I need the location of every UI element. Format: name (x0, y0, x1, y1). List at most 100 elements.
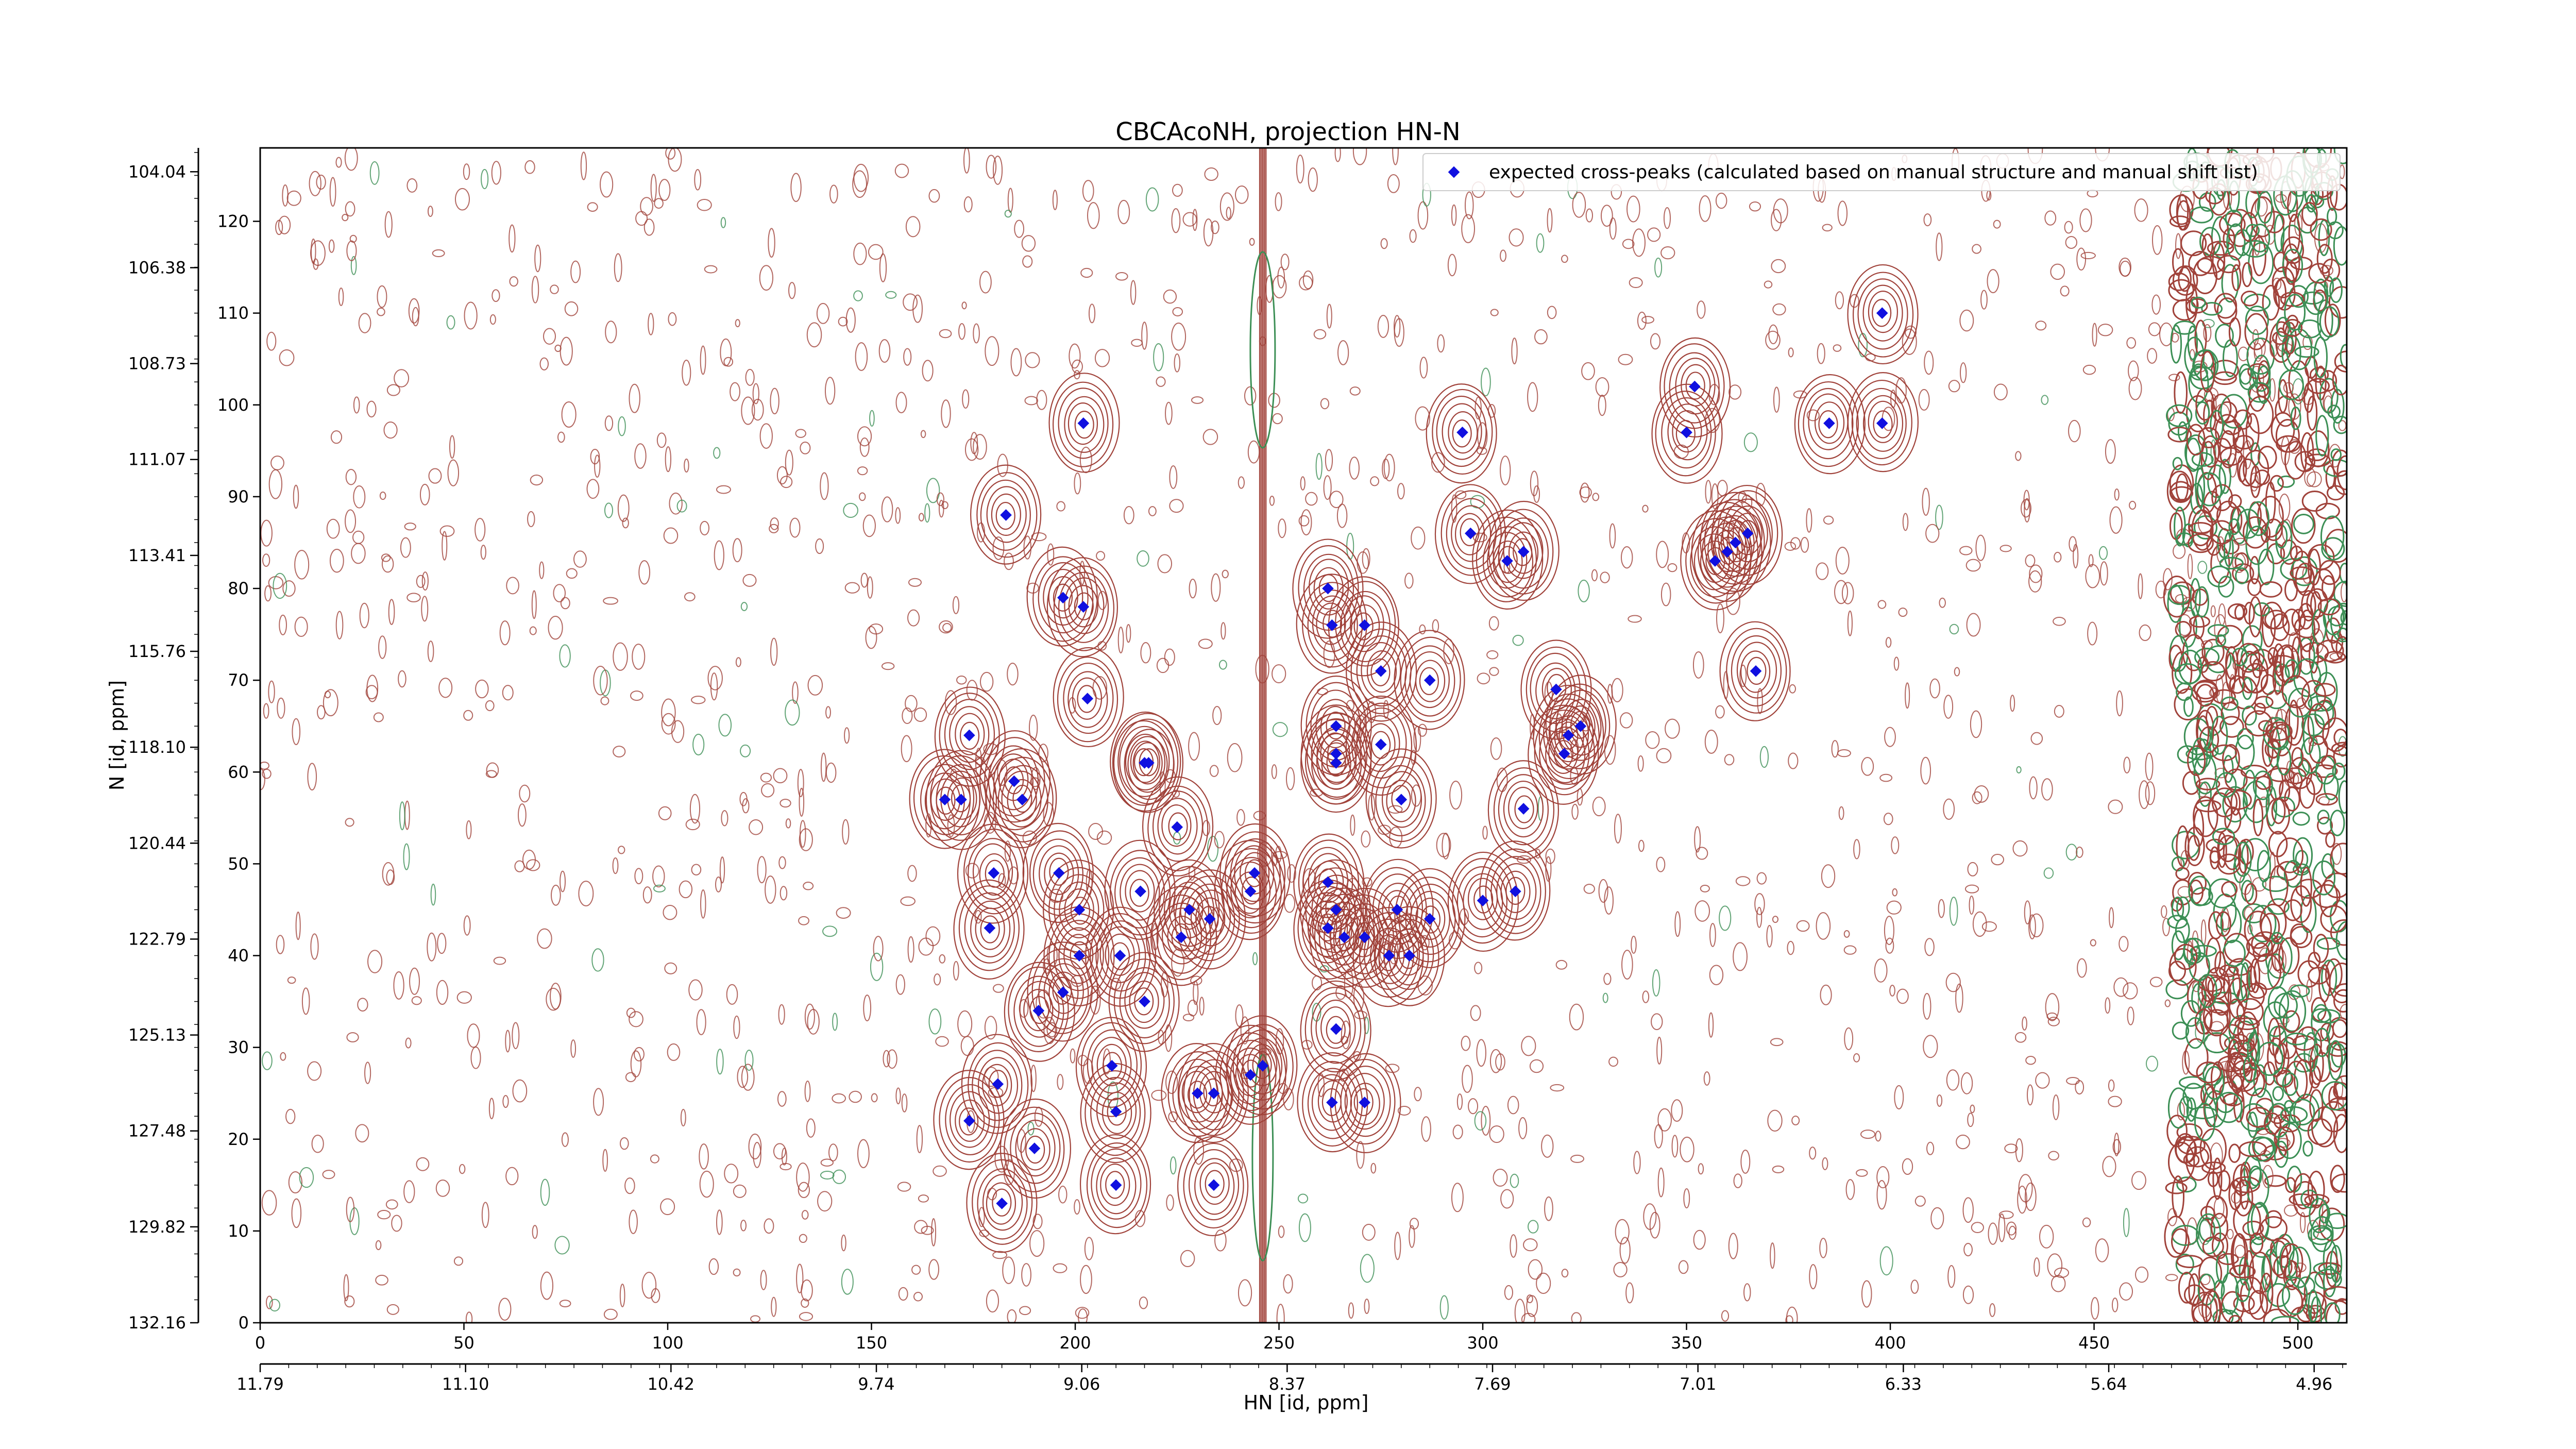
noise-contour (1632, 228, 1646, 257)
noise-contour (1960, 1072, 1973, 1094)
cross-peak-marker (1053, 867, 1065, 879)
noise-contour (1924, 938, 1935, 956)
noise-contour (519, 784, 531, 803)
noise-contour (428, 468, 442, 484)
peak-contour (977, 1168, 1028, 1240)
noise-contour (732, 538, 742, 563)
noise-contour (1843, 930, 1850, 938)
cross-peak-marker (1876, 307, 1888, 319)
x-ppm-tick-label: 7.69 (1474, 1374, 1511, 1394)
edge-contour (2176, 1176, 2197, 1193)
noise-contour (745, 368, 755, 386)
edge-contour (2254, 696, 2274, 709)
noise-contour (1189, 578, 1197, 599)
noise-contour (692, 733, 705, 755)
noise-contour (1547, 208, 1553, 233)
edge-contour (2277, 746, 2292, 776)
noise-contour (2014, 1032, 2027, 1043)
noise-contour (799, 1312, 814, 1321)
noise-contour (1835, 546, 1850, 575)
noise-contour (1637, 311, 1647, 330)
edge-contour (2242, 677, 2253, 700)
peak-contour (1460, 518, 1480, 546)
noise-contour (453, 1256, 464, 1266)
noise-contour (421, 596, 429, 622)
noise-contour (394, 369, 410, 387)
noise-contour (2082, 1217, 2091, 1227)
noise-contour (1169, 465, 1178, 489)
x-tick-label: 250 (1263, 1333, 1295, 1353)
noise-contour (2163, 568, 2173, 591)
noise-contour (1298, 515, 1310, 527)
edge-contour (2290, 566, 2313, 580)
cross-peak-marker (1359, 619, 1370, 631)
noise-contour (713, 447, 721, 459)
noise-contour (2064, 221, 2073, 234)
edge-contour (2183, 1153, 2200, 1167)
peak-contour (1012, 784, 1032, 813)
peak-contour (1127, 736, 1168, 793)
edge-contour (2198, 192, 2216, 212)
edge-contour (2217, 255, 2241, 274)
edge-contour (2196, 472, 2223, 507)
noise-contour (1766, 925, 1773, 948)
peak-contour (1199, 1162, 1230, 1205)
noise-contour (740, 1220, 747, 1232)
noise-contour (914, 1220, 928, 1234)
edge-contour (2315, 793, 2338, 806)
noise-contour (1021, 1263, 1031, 1287)
cross-peak-marker (1322, 922, 1334, 934)
cross-peak-markers (939, 307, 1888, 1209)
y-tick-label: 80 (228, 579, 249, 598)
cross-peak-marker (1204, 913, 1216, 925)
noise-contour (1771, 259, 1786, 274)
noise-contour (1614, 814, 1622, 844)
peak-contour (1252, 1051, 1272, 1079)
peak-contour (1063, 934, 1094, 976)
noise-contour (2068, 419, 2081, 443)
noise-contour (617, 846, 625, 854)
peak-contour (1503, 522, 1544, 579)
edge-contour (2227, 209, 2253, 247)
noise-contour (860, 572, 868, 588)
cross-peak-marker (1395, 794, 1408, 806)
noise-contour (2024, 1182, 2037, 1211)
peak-contour (1714, 515, 1755, 572)
peak-contour (1117, 718, 1179, 804)
noise-contour (1468, 1098, 1479, 1115)
noise-contour (719, 856, 725, 884)
noise-contour (617, 494, 630, 522)
noise-contour (1139, 1296, 1148, 1309)
noise-contour (326, 518, 340, 539)
edge-contour (2301, 291, 2324, 305)
edge-contour (2192, 349, 2219, 381)
edge-contour (2293, 1093, 2320, 1132)
noise-contour (1892, 888, 1898, 897)
edge-contour (2200, 1083, 2214, 1106)
noise-contour (651, 1288, 660, 1303)
edge-contour (2263, 1308, 2291, 1323)
noise-contour (366, 400, 377, 418)
noise-contour (1500, 456, 1511, 485)
peak-contour (1359, 912, 1420, 998)
noise-contour (797, 769, 804, 798)
peak-contour (1426, 383, 1497, 484)
noise-contour (1252, 952, 1258, 966)
noise-contour (799, 828, 813, 851)
edge-contour (2244, 911, 2272, 949)
noise-contour (1715, 192, 1727, 209)
noise-contour (718, 714, 732, 737)
noise-contour (699, 1170, 714, 1198)
edge-contour (2253, 1064, 2267, 1098)
noise-contour (2151, 225, 2163, 255)
peak-contour (1068, 585, 1098, 628)
noise-contour (502, 685, 514, 701)
noise-contour (1743, 1283, 1751, 1302)
noise-contour (1088, 304, 1096, 324)
noise-contour (1218, 660, 1227, 670)
noise-contour (1925, 524, 1940, 543)
peak-contour (1300, 676, 1372, 776)
noise-contour (279, 614, 287, 635)
noise-contour (600, 696, 609, 705)
noise-contour (1918, 389, 1930, 411)
